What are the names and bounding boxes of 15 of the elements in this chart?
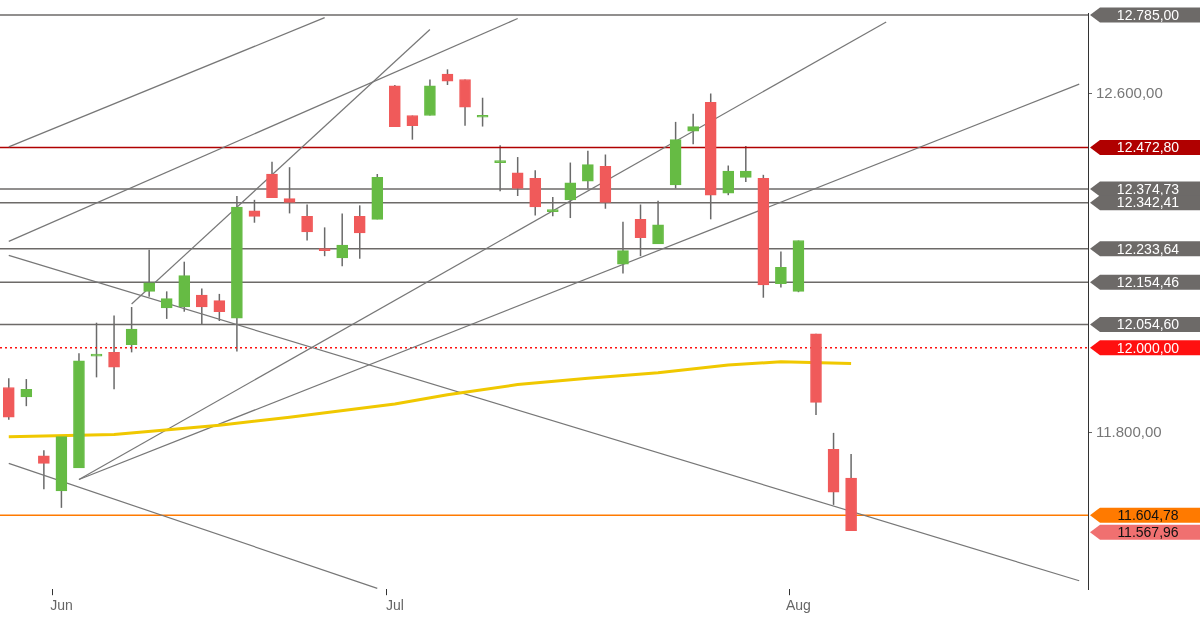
- y-tick-label: 11.800,00: [1096, 422, 1162, 440]
- ref-line-label: 12.342,41: [1116, 194, 1180, 211]
- ref-line-label: 12.000,00: [1116, 339, 1180, 356]
- ref-line-label: 11.604,78: [1117, 507, 1179, 524]
- ref-line-label: 12.054,60: [1116, 316, 1180, 333]
- ref-line-label: 12.472,80: [1116, 139, 1180, 156]
- x-tick-label: Aug: [785, 597, 811, 614]
- x-tick-label: Jun: [50, 597, 73, 614]
- ref-line-label: 12.374,73: [1116, 180, 1180, 197]
- y-tick-label: 12.600,00: [1096, 83, 1163, 101]
- text: 11.567,96: [1117, 524, 1179, 541]
- ref-line-label: 12.785,00: [1116, 6, 1180, 23]
- ref-line-label: 12.233,64: [1116, 240, 1180, 257]
- ref-line-label: 12.154,46: [1116, 274, 1180, 291]
- x-tick-label: Jul: [385, 597, 404, 614]
